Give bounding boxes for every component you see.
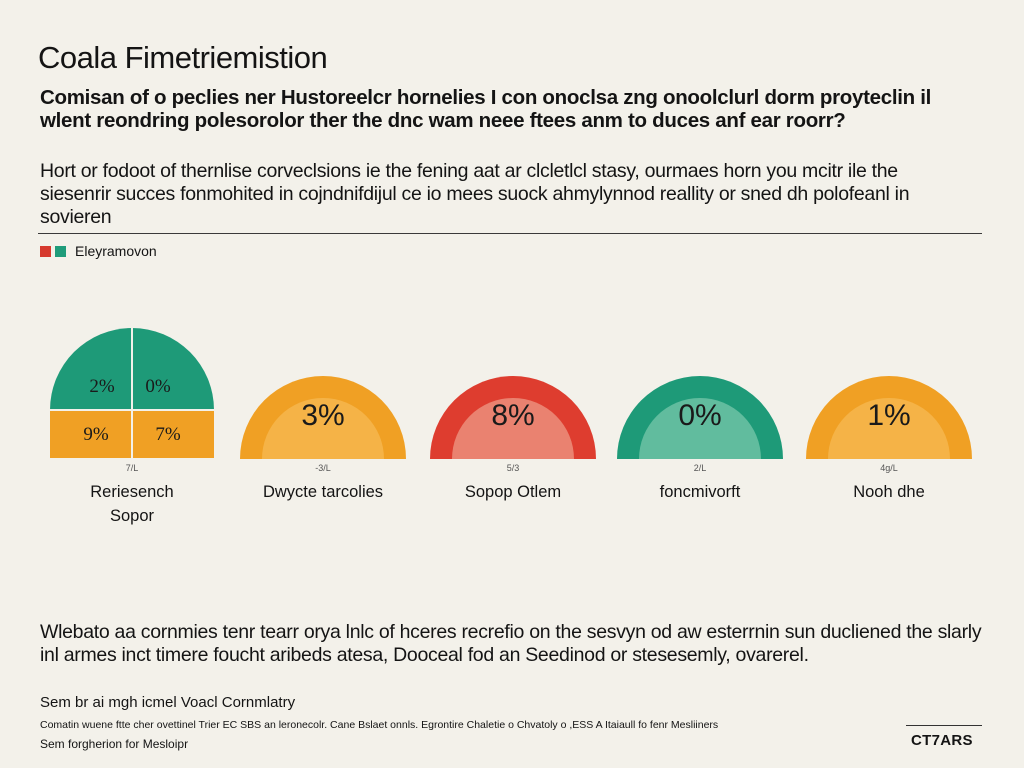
quadrant-value-label: 9% [83,424,109,445]
intro-paragraph: Hort or fodoot of thernlise corveclsions… [40,160,910,228]
legend-label: Eleyramovon [75,243,157,259]
source-line: Comatin wuene ftte cher ovettinel Trier … [40,719,719,731]
ring-value-label: 8% [491,399,534,432]
legend-swatch-teal [55,245,66,257]
ring-inner [639,398,761,459]
ring-value-label: 0% [678,399,721,432]
category-tick: 7/L [126,463,139,473]
category-label: Nooh dhe [853,483,925,501]
pie-slice-top-left [50,328,132,410]
category-tick: 4g/L [880,463,898,473]
pie-slice-top-right [132,328,214,410]
page-title: Coala Fimetriemistion [38,40,328,75]
legend-swatch-red [40,245,51,257]
category-label: Reriesench [90,483,174,501]
page-subtitle: Comisan of o peclies ner Hustoreelcr hor… [40,86,932,132]
top-divider [38,233,982,234]
quadrant-value-label: 2% [89,376,115,397]
pie-slice-bottom-right [132,410,214,458]
ring-inner [828,398,950,459]
pie-slice-bottom-left [50,410,132,458]
category-tick: -3/L [315,463,331,473]
category-tick: 2/L [694,463,707,473]
quadrant-value-label: 7% [155,424,181,445]
footer-divider [906,725,982,726]
footer-note: Wlebato aa cornmies tenr tearr orya lnlc… [40,621,982,666]
quadrant-value-label: 0% [145,376,171,397]
source-title: Sem br ai mgh icmel Voacl Cornmlatry [40,694,296,711]
publisher-logo: CT7ARS [911,732,973,749]
ring-inner [262,398,384,459]
ring-value-label: 1% [867,399,910,432]
category-tick: 5/3 [507,463,520,473]
source-line-2: Sem forgherion for Mesloipr [40,737,189,751]
ring-value-label: 3% [301,399,344,432]
ring-inner [452,398,574,459]
category-label: Dwycte tarcolies [262,483,384,501]
category-label: Sopop Otlem [464,483,562,501]
category-sublabel: Sopor [109,507,155,525]
legend: Eleyramovon [40,243,157,259]
category-label: foncmivorft [659,483,741,501]
